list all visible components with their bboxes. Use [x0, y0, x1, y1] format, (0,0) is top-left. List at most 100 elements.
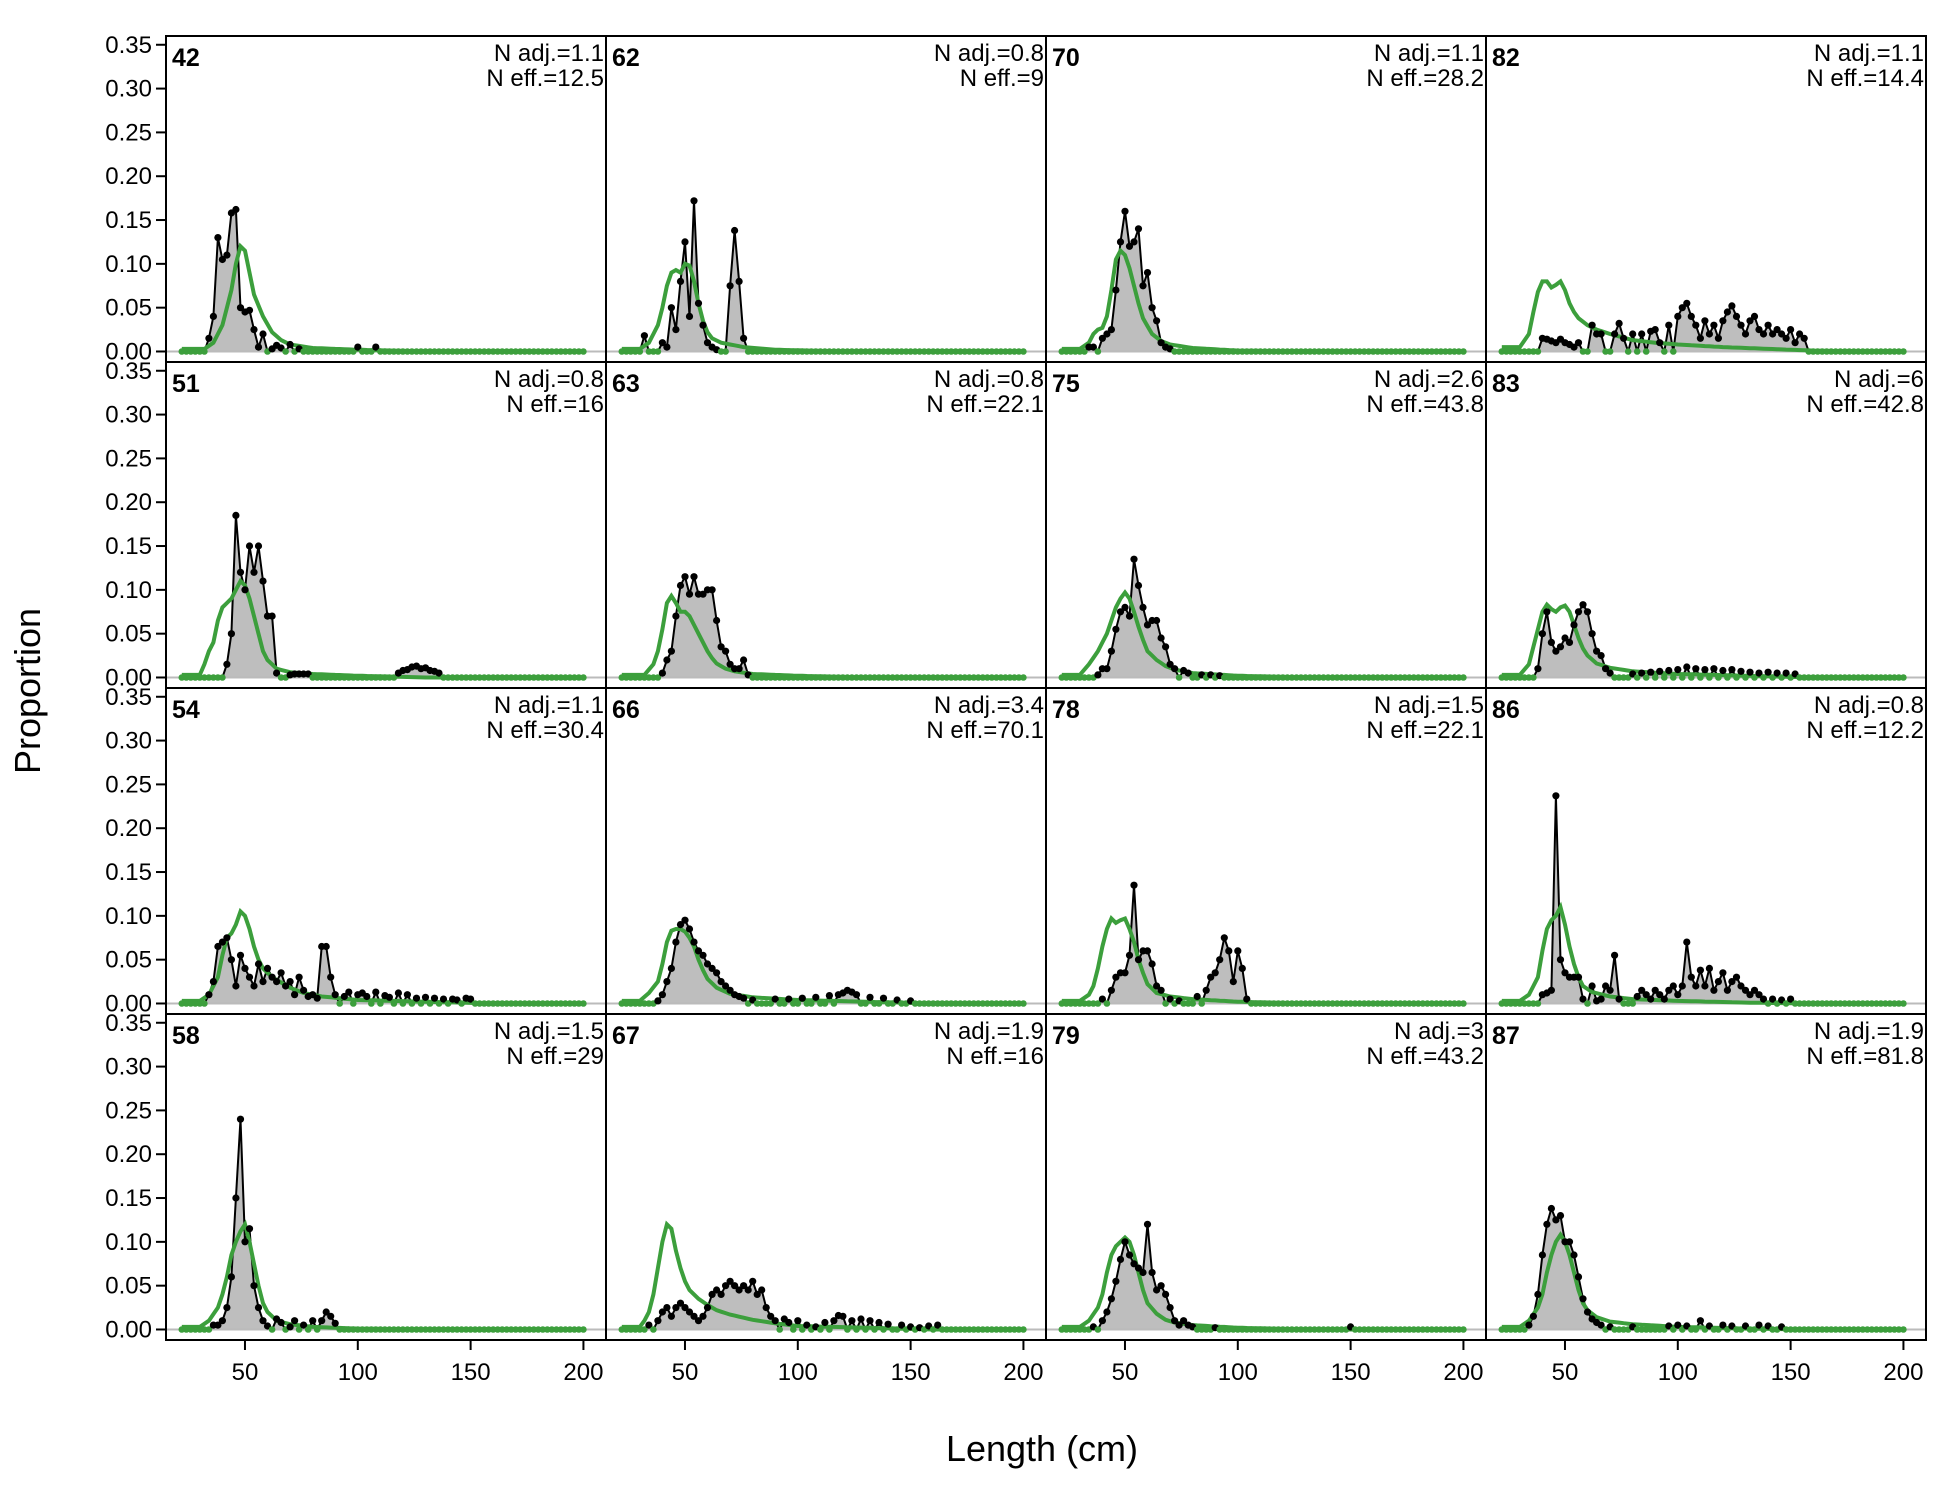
observed-point	[1356, 1000, 1363, 1007]
observed-point	[781, 1000, 788, 1007]
observed-point	[1098, 1317, 1106, 1325]
observed-point	[1900, 1000, 1907, 1007]
panel-plot-area	[1486, 792, 1926, 1007]
y-tick-label: 0.00	[105, 338, 152, 365]
observed-point	[1098, 995, 1106, 1003]
observed-point	[1832, 1326, 1839, 1333]
observed-point	[1678, 304, 1686, 312]
n-eff-label: N eff.=29	[506, 1043, 604, 1070]
observed-point	[744, 1286, 752, 1294]
observed-point	[731, 226, 739, 235]
observed-point	[1760, 674, 1767, 681]
x-tick-label: 200	[1003, 1359, 1043, 1386]
observed-point	[1392, 1000, 1399, 1007]
observed-point	[740, 334, 748, 342]
observed-point	[708, 1290, 716, 1298]
observed-point	[1094, 1000, 1102, 1007]
observed-point	[1683, 299, 1691, 307]
observed-point	[1832, 348, 1839, 355]
observed-point	[1737, 321, 1745, 329]
observed-point	[654, 1317, 662, 1325]
panel-plot-area	[166, 1115, 606, 1333]
x-tick-label: 100	[338, 1359, 378, 1386]
observed-point	[205, 1326, 213, 1333]
observed-point	[1674, 1321, 1682, 1329]
observed-point	[1579, 1295, 1587, 1303]
observed-point	[1516, 1326, 1524, 1333]
observed-point	[1796, 1000, 1803, 1007]
observed-point	[1134, 956, 1143, 964]
panel-plot-area	[1046, 555, 1486, 681]
observed-point	[412, 994, 421, 1002]
observed-point	[1534, 348, 1542, 355]
observed-point	[408, 1000, 416, 1007]
observed-point	[1116, 238, 1125, 246]
n-eff-label: N eff.=16	[946, 1043, 1044, 1070]
observed-point	[1674, 312, 1682, 320]
observed-point	[1574, 608, 1583, 616]
observed-point	[685, 1308, 694, 1316]
observed-point	[1687, 973, 1695, 981]
observed-point	[1460, 674, 1467, 681]
observed-point	[726, 660, 734, 668]
observed-point	[318, 1317, 326, 1325]
y-tick-label: 0.15	[105, 533, 152, 560]
observed-point	[1556, 1212, 1565, 1220]
observed-point	[1529, 1312, 1537, 1320]
observed-point	[435, 1000, 443, 1007]
observed-point	[1715, 1326, 1722, 1333]
panel-plot-area	[606, 573, 1046, 681]
observed-point	[875, 1000, 883, 1007]
observed-point	[685, 590, 694, 598]
y-tick-label: 0.05	[105, 295, 152, 322]
x-tick-label: 150	[451, 1359, 491, 1386]
observed-point	[1180, 348, 1187, 355]
observed-point	[548, 1000, 556, 1007]
observed-point	[1103, 330, 1111, 338]
observed-point	[1153, 982, 1161, 990]
observed-point	[1723, 308, 1731, 316]
observed-point	[196, 348, 204, 355]
observed-point	[250, 982, 258, 990]
observed-point	[663, 656, 671, 664]
observed-point	[735, 665, 743, 673]
observed-point	[327, 1312, 335, 1320]
observed-point	[1216, 348, 1223, 355]
observed-point	[1116, 1255, 1125, 1263]
observed-point	[331, 991, 339, 999]
observed-point	[245, 973, 254, 981]
observed-point	[1552, 1216, 1560, 1224]
observed-point	[1732, 973, 1741, 981]
observed-point	[1620, 674, 1627, 681]
observed-point	[1139, 1268, 1147, 1277]
observed-point	[1570, 1251, 1578, 1259]
observed-point	[1460, 1000, 1467, 1007]
observed-point	[219, 674, 226, 681]
observed-point	[295, 973, 303, 981]
panel-66: 66 N adj.=3.4N eff.=70.1	[606, 692, 1046, 1007]
observed-point	[1103, 665, 1111, 673]
observed-point	[1207, 973, 1215, 981]
observed-point	[1574, 1273, 1583, 1281]
observed-point	[263, 964, 272, 973]
observed-point	[848, 674, 856, 681]
observed-point	[1868, 348, 1876, 355]
observed-point	[1171, 1317, 1179, 1325]
observed-point	[821, 1000, 829, 1007]
observed-point	[1116, 608, 1125, 616]
observed-point	[548, 674, 556, 681]
observed-point	[1543, 1220, 1551, 1228]
observed-point	[1157, 1282, 1165, 1290]
observed-point	[512, 1326, 519, 1333]
observed-point	[722, 982, 730, 990]
observed-point	[1687, 312, 1695, 320]
observed-point	[245, 542, 254, 550]
observed-point	[1356, 348, 1363, 355]
observed-point	[1320, 1326, 1327, 1333]
observed-point	[852, 991, 861, 999]
observed-point	[830, 1000, 838, 1007]
panel-plot-area	[1486, 601, 1926, 681]
observed-point	[1098, 334, 1106, 342]
observed-point	[300, 986, 308, 994]
observed-point	[1320, 348, 1327, 355]
